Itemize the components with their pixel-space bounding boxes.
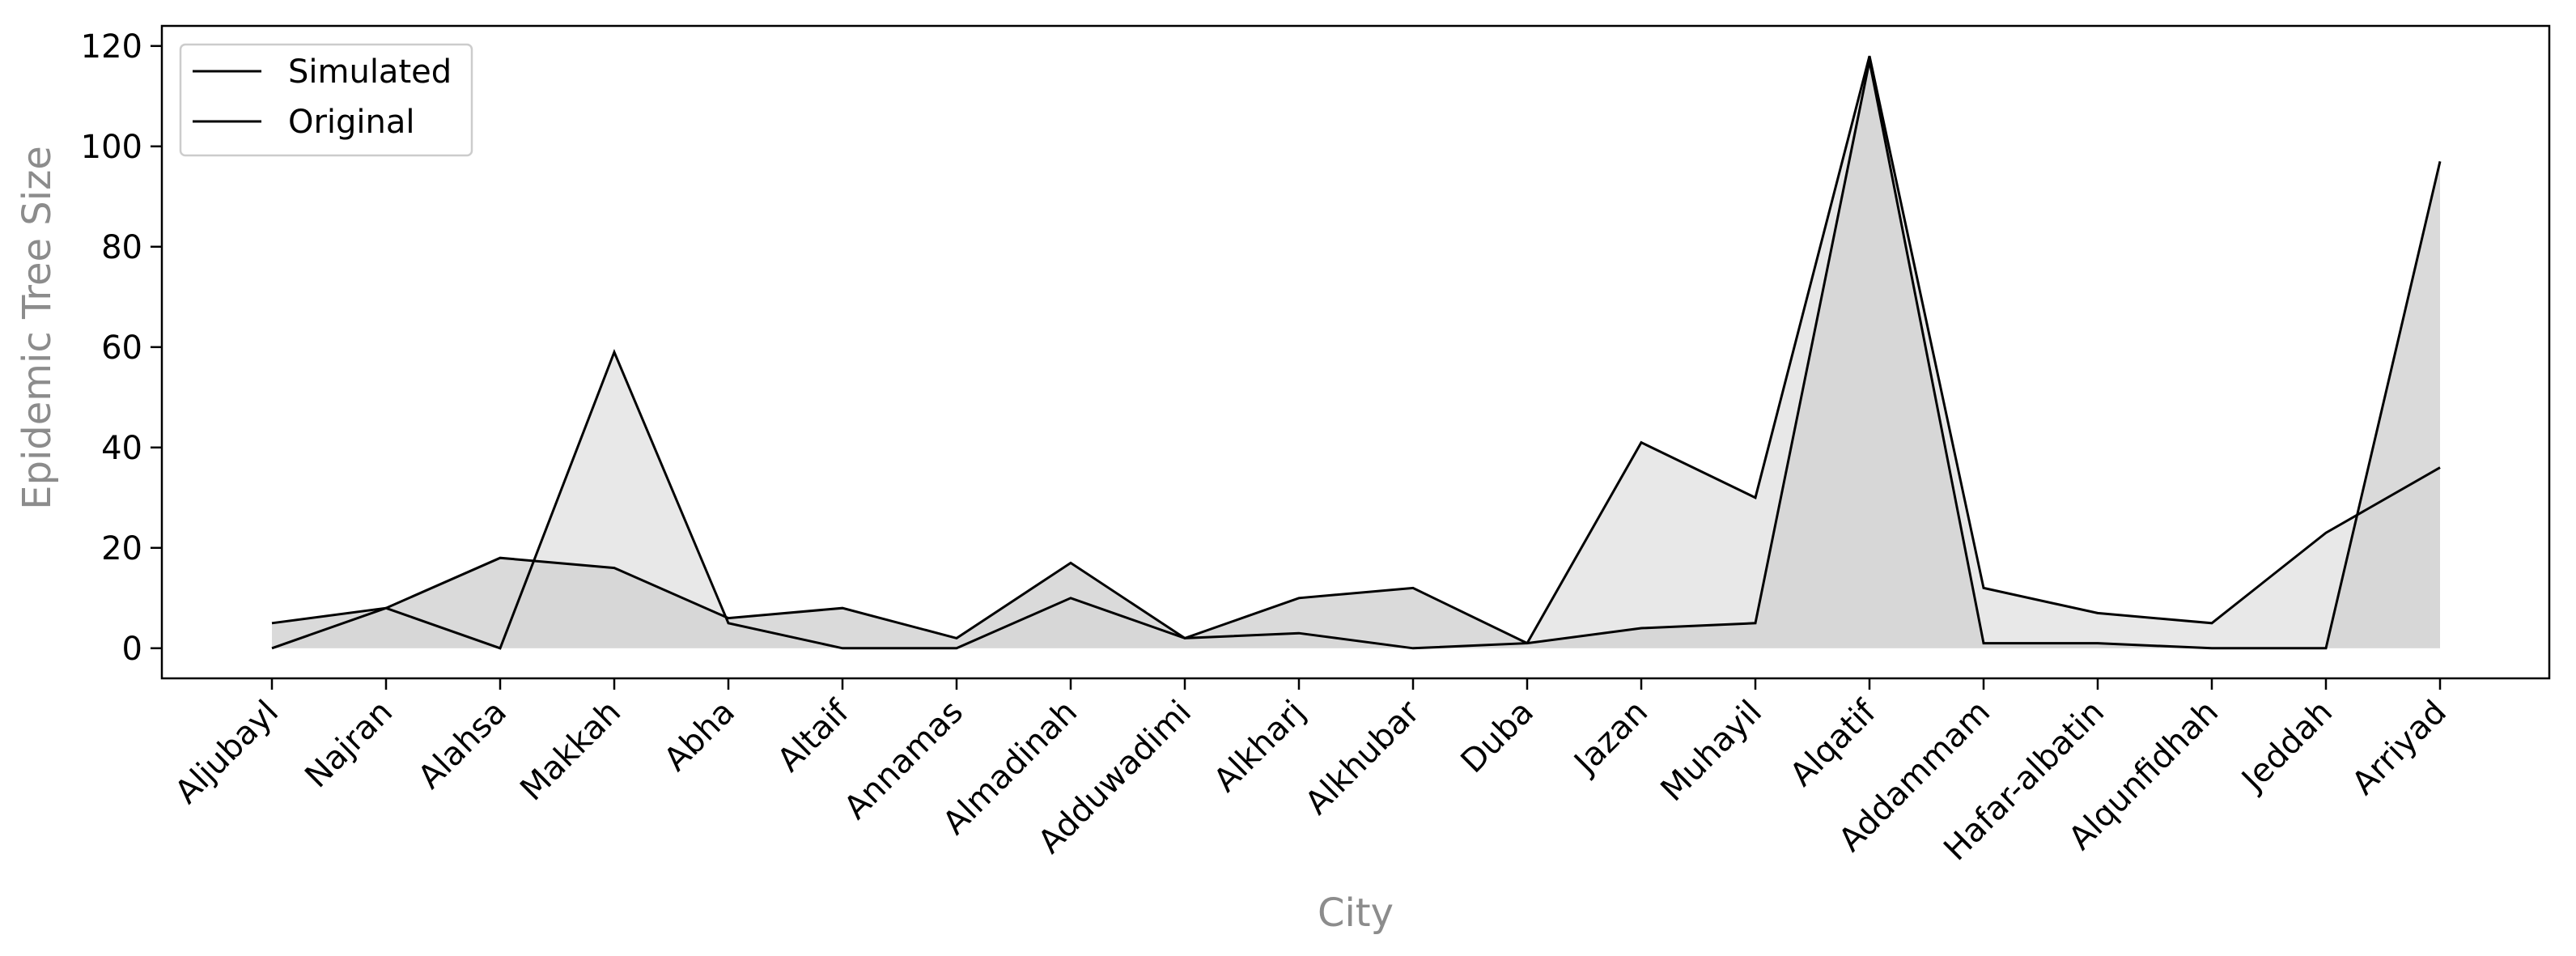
legend-label-simulated: Simulated [288,53,452,91]
x-tick-label-muhayil: Muhayil [1654,694,1770,809]
area-fills [272,56,2440,648]
x-axis-title: City [1318,890,1394,936]
x-tick-label-jeddah: Jeddah [2234,694,2340,801]
y-tick-label: 0 [122,631,142,668]
y-tick-label: 20 [101,530,142,567]
y-tick-label: 80 [101,229,142,266]
x-tick-label-alahsa: Alahsa [411,694,514,797]
y-axis-title: Epidemic Tree Size [15,146,60,510]
y-tick-label: 60 [101,329,142,367]
y-tick-label: 120 [81,28,142,66]
x-tick-label-jazan: Jazan [1566,694,1655,783]
y-tick-label: 40 [101,430,142,467]
x-tick-label-alkharj: Alkharj [1207,694,1313,800]
area-fill-simulated [272,56,2440,648]
series-lines [271,55,2442,650]
x-axis: Aljubayl Najran Alahsa Makkah Abha AltaifAnna… [168,678,2454,868]
legend: Simulated Original [179,43,473,157]
y-tick-label: 100 [81,129,142,166]
x-tick-label-altaif: Altaif [770,693,857,780]
x-tick-label-abha: Abha [657,694,742,779]
legend-label-original: Original [288,104,415,141]
x-tick-label-duba: Duba [1454,694,1542,781]
series-line-original [271,61,2442,650]
y-axis: 0 20 40 60 80 100 120 [81,28,162,668]
x-tick-label-alqatif: Alqatif [1783,693,1884,794]
plot-frame [160,24,2551,680]
x-tick-label-najran: Najran [298,694,400,796]
x-tick-label-alkhubar: Alkhubar [1298,693,1427,822]
x-tick-label-arriyad: Arriyad [2345,694,2455,803]
x-tick-label-makkah: Makkah [513,694,628,809]
x-tick-label-aljubayl: Aljubayl [168,694,286,811]
series-line-simulated [271,55,2441,650]
